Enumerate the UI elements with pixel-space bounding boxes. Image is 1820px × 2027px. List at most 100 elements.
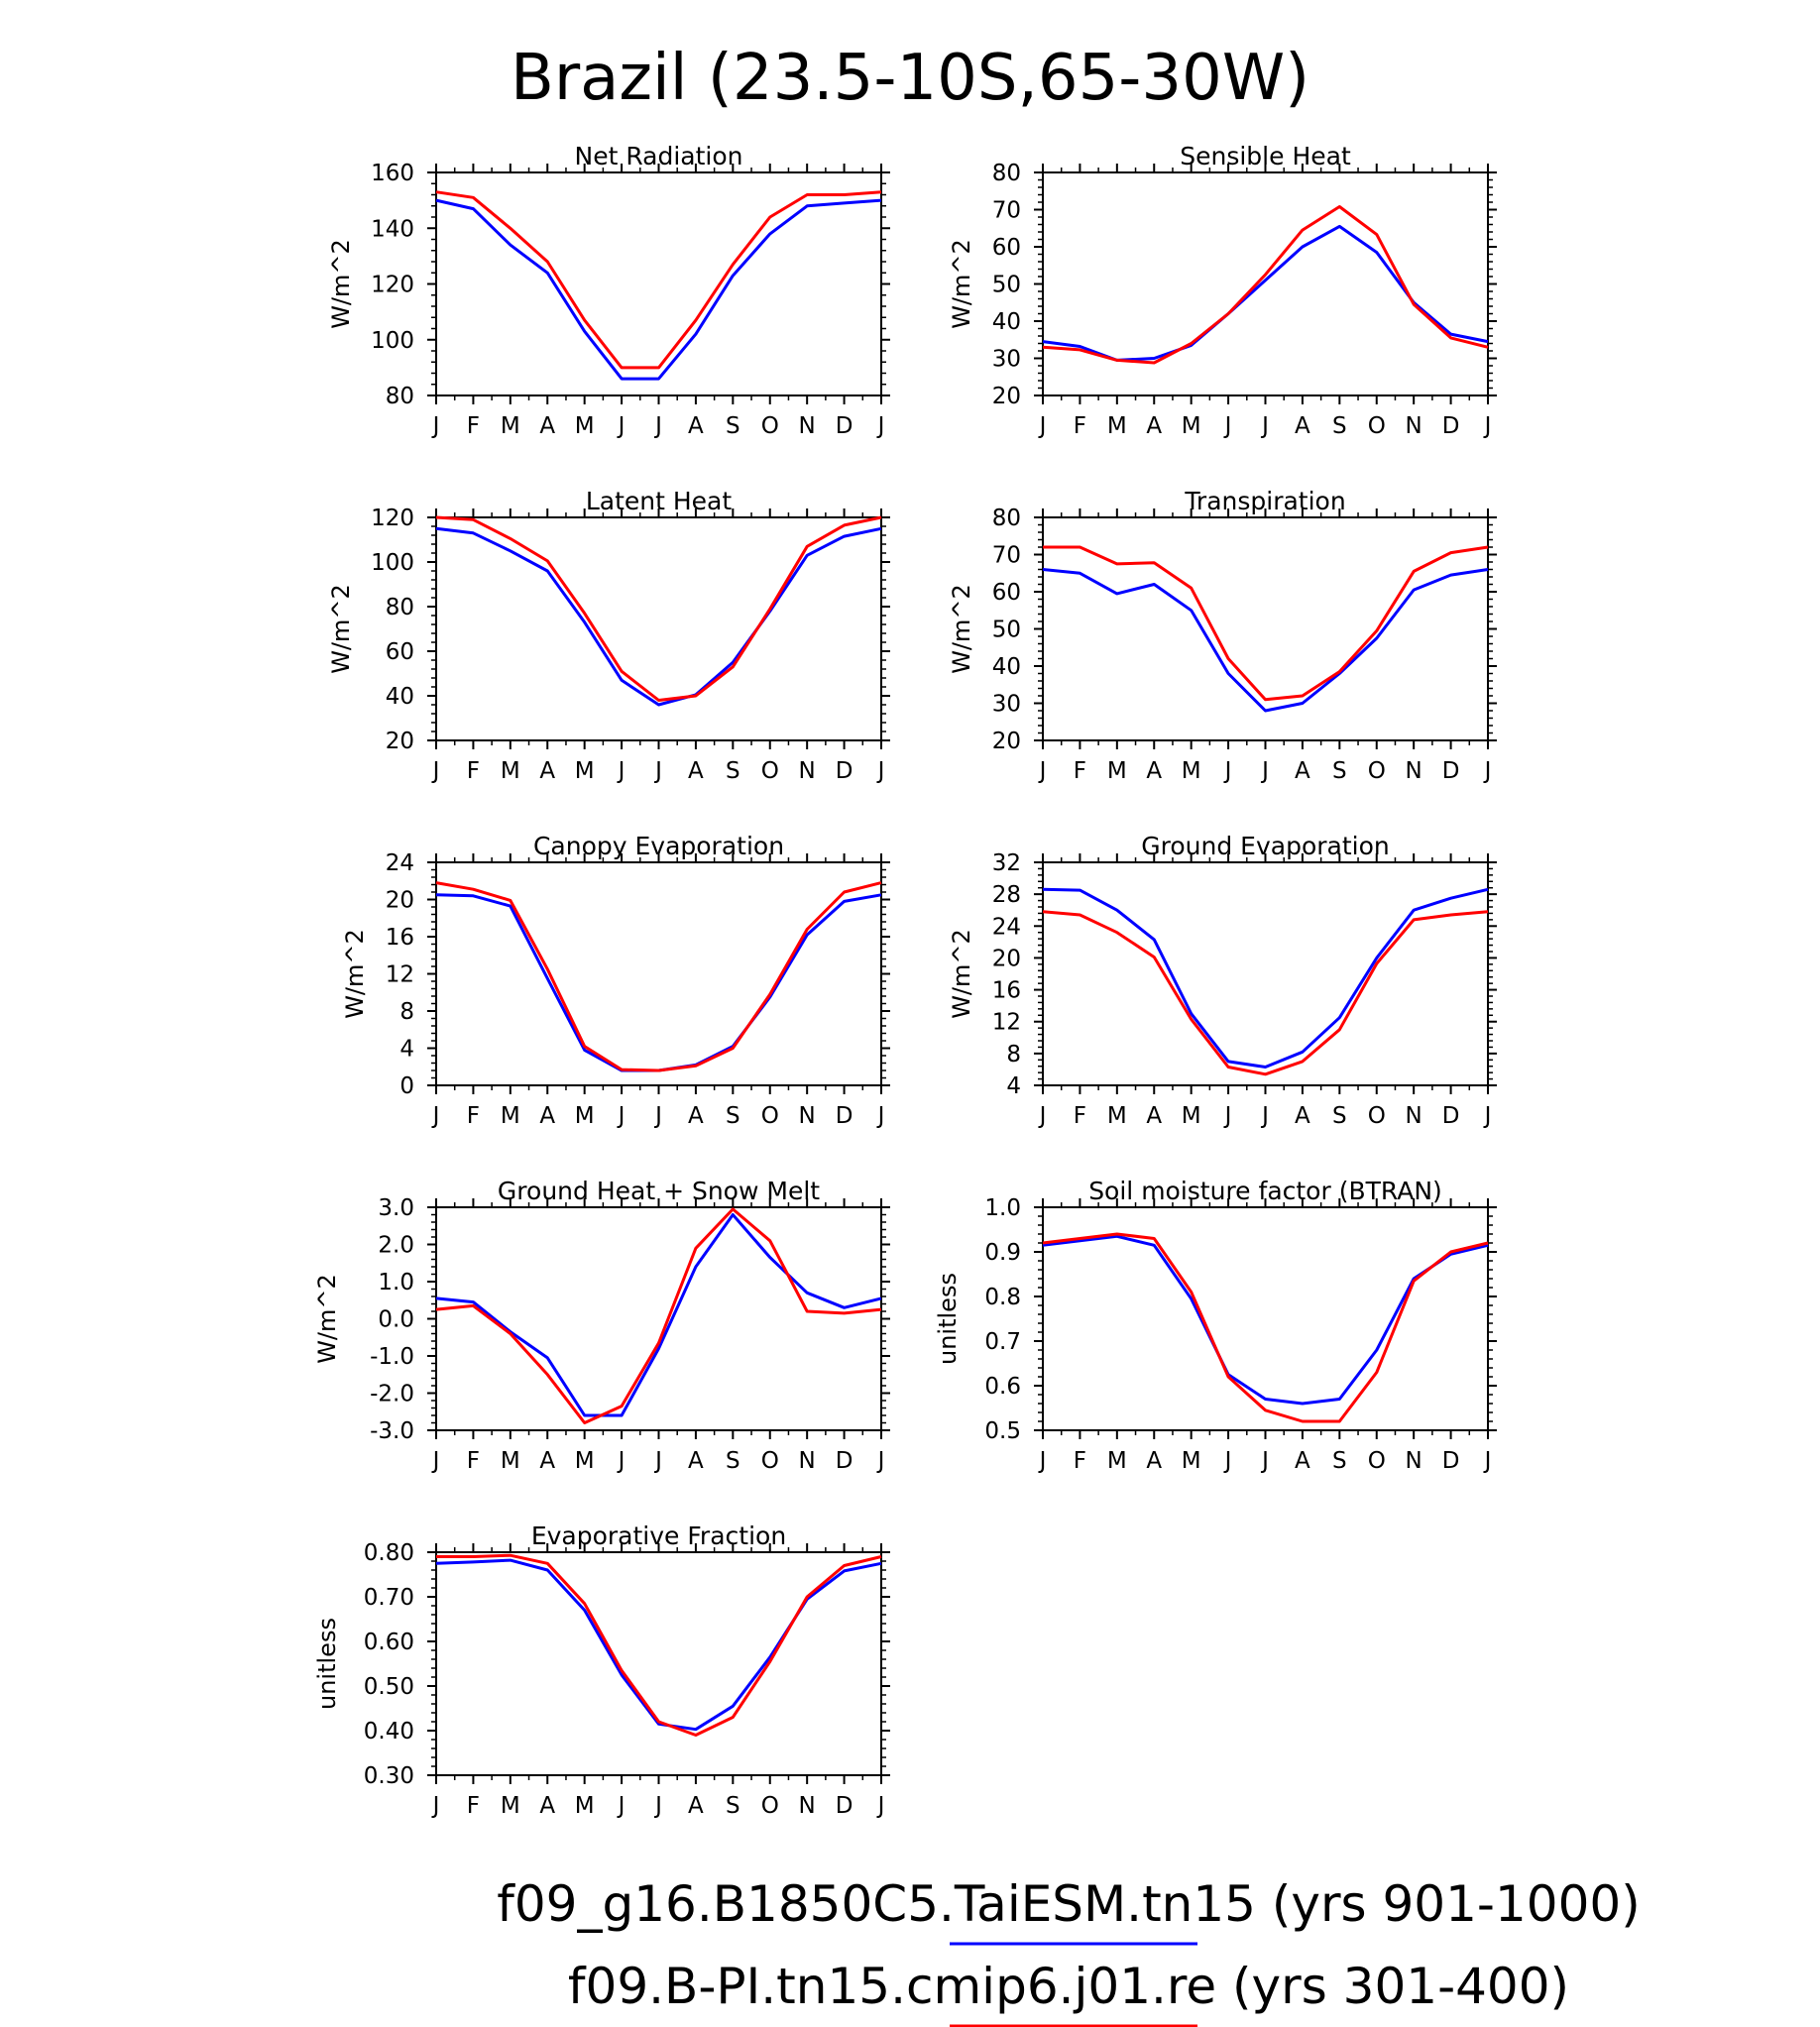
x-tick-label: D — [836, 413, 853, 439]
x-tick-label: J — [653, 413, 662, 439]
x-tick-label: A — [688, 758, 704, 784]
x-tick-label: M — [575, 1448, 595, 1474]
series-line-red — [436, 1553, 882, 1737]
y-tick-label: 120 — [371, 273, 414, 298]
y-axis-label: unitless — [313, 1618, 341, 1710]
plot-frame — [435, 1551, 882, 1776]
y-tick-label: 24 — [386, 850, 414, 876]
series-line-blue — [1042, 568, 1489, 713]
y-tick-label: 80 — [386, 595, 414, 620]
series-line-red — [435, 190, 882, 370]
x-tick-label: D — [836, 1793, 853, 1819]
x-tick-label: D — [836, 1448, 853, 1474]
x-tick-label: J — [653, 1448, 662, 1474]
y-tick-label: -3.0 — [370, 1418, 414, 1444]
y-tick-label: 20 — [386, 729, 414, 754]
x-tick-label: J — [1038, 1448, 1047, 1474]
series-line-red — [435, 881, 882, 1072]
plot-frame — [435, 1206, 882, 1431]
x-tick-label: J — [1260, 413, 1269, 439]
x-tick-label: J — [431, 1448, 440, 1474]
y-tick-label: 80 — [386, 384, 414, 409]
plot-frame — [1042, 1206, 1489, 1431]
x-tick-label: O — [1368, 1103, 1386, 1129]
x-tick-label: M — [575, 413, 595, 439]
x-tick-label: J — [876, 1448, 885, 1474]
x-tick-label: A — [1295, 413, 1310, 439]
x-tick-label: J — [431, 758, 440, 784]
y-tick-label: 0.70 — [364, 1585, 414, 1611]
x-tick-label: O — [1368, 758, 1386, 784]
x-tick-label: J — [1260, 1103, 1269, 1129]
x-tick-label: J — [1483, 1448, 1492, 1474]
y-tick-label: 8 — [1006, 1042, 1021, 1068]
y-tick-label: 1.0 — [378, 1270, 414, 1295]
series-line-blue — [435, 1558, 882, 1732]
x-tick-label: N — [799, 1103, 816, 1129]
x-tick-label: M — [1182, 1448, 1201, 1474]
x-tick-label: D — [836, 1103, 853, 1129]
y-tick-label: -2.0 — [370, 1382, 414, 1408]
x-tick-label: M — [501, 758, 520, 784]
x-tick-label: N — [799, 413, 816, 439]
x-tick-label: A — [539, 758, 555, 784]
y-tick-label: 120 — [371, 506, 414, 531]
x-tick-label: J — [1483, 413, 1492, 439]
x-tick-label: J — [876, 1103, 885, 1129]
x-tick-label: J — [431, 413, 440, 439]
x-tick-label: J — [617, 1448, 626, 1474]
y-tick-label: 0.5 — [984, 1418, 1021, 1444]
x-tick-label: J — [876, 413, 885, 439]
y-tick-label: 0.7 — [984, 1329, 1021, 1355]
x-tick-label: O — [761, 413, 779, 439]
x-tick-label: A — [688, 1793, 704, 1819]
x-tick-label: J — [1223, 758, 1232, 784]
series-line-blue — [1042, 1234, 1489, 1406]
y-tick-label: 40 — [386, 684, 414, 710]
series-line-blue — [435, 526, 882, 707]
x-tick-label: M — [575, 758, 595, 784]
x-tick-label: A — [539, 1448, 555, 1474]
x-tick-label: M — [1107, 1448, 1127, 1474]
series-line-red — [1042, 910, 1489, 1076]
x-tick-label: A — [539, 413, 555, 439]
x-tick-label: D — [1442, 1448, 1460, 1474]
y-tick-label: 100 — [371, 550, 414, 576]
y-tick-label: 1.0 — [984, 1195, 1021, 1221]
y-tick-label: -1.0 — [370, 1344, 414, 1370]
y-tick-label: 20 — [992, 384, 1021, 409]
y-tick-label: 8 — [399, 999, 414, 1025]
y-axis-label: W/m^2 — [341, 929, 369, 1019]
x-tick-label: S — [726, 413, 740, 439]
y-tick-label: 12 — [992, 1010, 1021, 1036]
x-tick-label: A — [688, 413, 704, 439]
x-tick-label: A — [539, 1793, 555, 1819]
x-tick-label: J — [431, 1103, 440, 1129]
y-tick-label: 20 — [386, 888, 414, 914]
x-tick-label: S — [1332, 1448, 1347, 1474]
y-tick-label: 12 — [386, 962, 414, 988]
x-tick-label: O — [761, 758, 779, 784]
x-tick-label: M — [1107, 1103, 1127, 1129]
x-tick-label: D — [836, 758, 853, 784]
x-tick-label: J — [1223, 413, 1232, 439]
y-tick-label: 32 — [992, 850, 1021, 876]
x-tick-label: N — [1406, 413, 1422, 439]
y-tick-label: 0.9 — [984, 1240, 1021, 1266]
x-tick-label: M — [575, 1103, 595, 1129]
x-tick-label: N — [1406, 1448, 1422, 1474]
x-tick-label: A — [539, 1103, 555, 1129]
x-tick-label: M — [1107, 758, 1127, 784]
x-tick-label: J — [1260, 758, 1269, 784]
y-axis-label: W/m^2 — [327, 239, 355, 329]
y-tick-label: 0.30 — [364, 1763, 414, 1789]
x-tick-label: D — [1442, 413, 1460, 439]
series-line-red — [435, 515, 882, 702]
x-tick-label: N — [799, 1793, 816, 1819]
